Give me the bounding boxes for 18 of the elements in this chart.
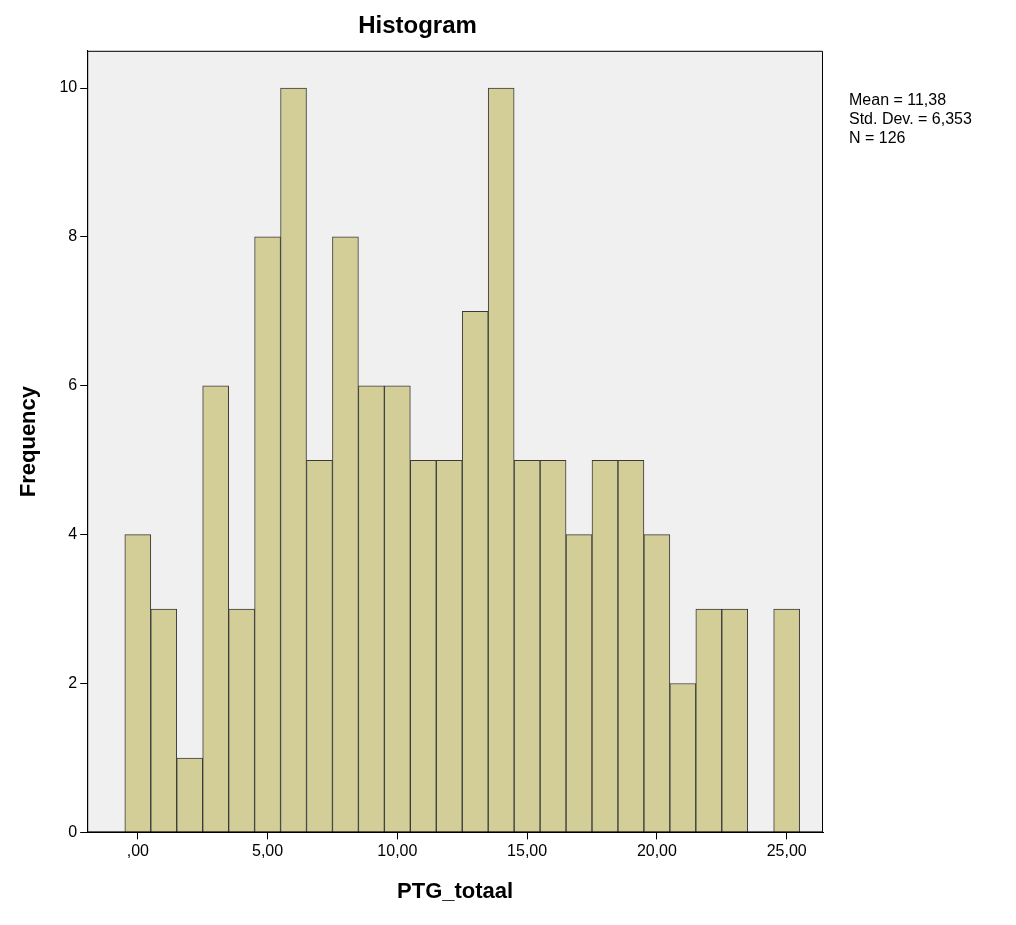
y-tick-label: 0: [68, 822, 78, 840]
y-tick-label: 4: [68, 525, 78, 543]
x-axis-title: PTG_totaal: [397, 877, 514, 903]
x-tick-label: 10,00: [377, 842, 418, 860]
x-tick-label: ,00: [126, 842, 150, 860]
y-tick-label: 10: [59, 78, 78, 96]
x-tick-label: 20,00: [636, 842, 678, 860]
chart-title: Histogram: [358, 11, 477, 39]
y-axis-title: Frequency: [15, 385, 41, 498]
x-tick-label: 15,00: [507, 842, 548, 860]
text: Mean = 11,38: [849, 91, 947, 109]
x-tick-label: 25,00: [766, 842, 807, 860]
y-tick-label: 6: [68, 376, 78, 394]
y-tick-label: 2: [68, 673, 78, 691]
x-tick-label: 5,00: [252, 842, 284, 860]
text: N = 126: [849, 129, 906, 147]
y-tick-label: 8: [68, 227, 78, 245]
text: Std. Dev. = 6,353: [849, 110, 972, 128]
